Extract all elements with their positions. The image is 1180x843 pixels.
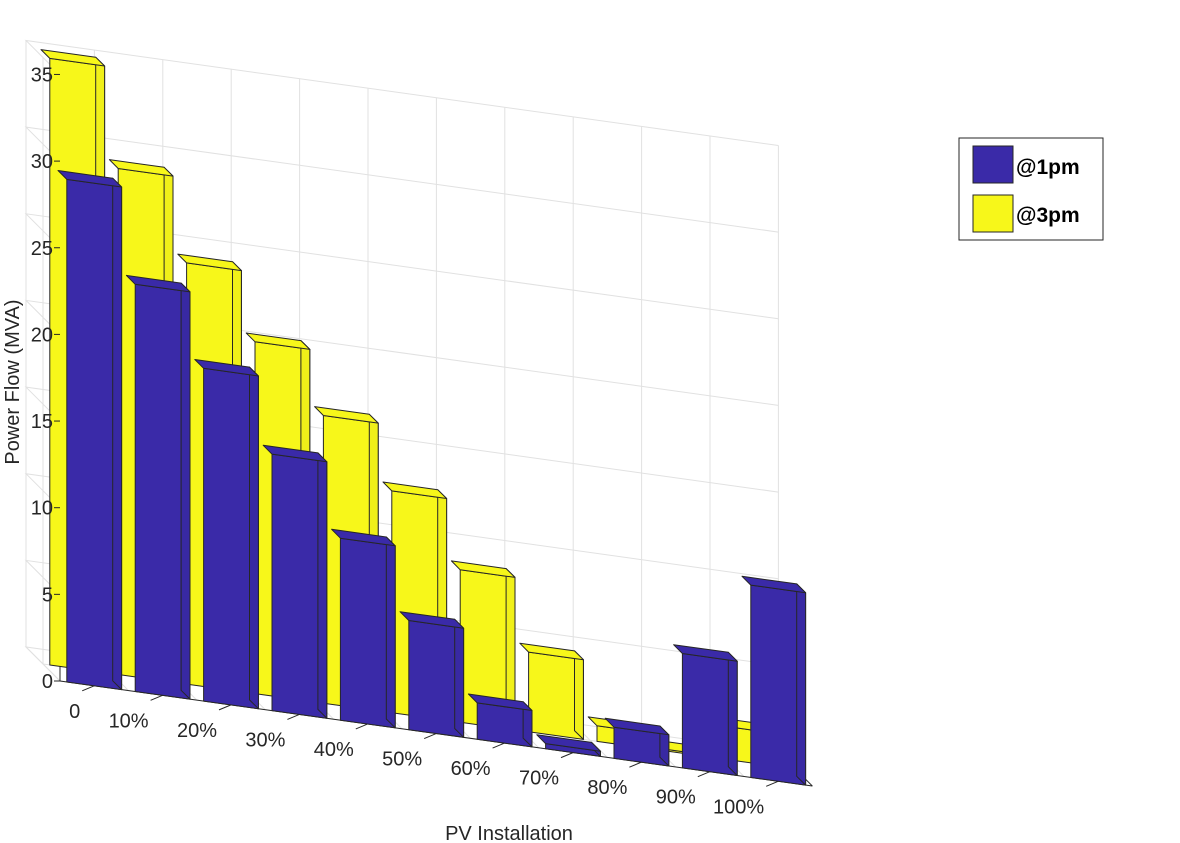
x-tick-mark — [82, 685, 95, 692]
x-tick-mark — [424, 733, 437, 739]
y-tick-label: 35 — [31, 64, 53, 86]
x-tick-label: 90% — [656, 787, 696, 809]
legend-label-1pm: @1pm — [1016, 156, 1080, 179]
x-tick-label: 100% — [713, 796, 764, 818]
bar-1pm-8 — [604, 717, 670, 767]
bar-1pm-6 — [467, 693, 533, 748]
bar-top-face — [262, 444, 328, 463]
grid-line-x — [25, 40, 61, 682]
bar-side-face — [796, 583, 807, 786]
grid-line-x — [641, 126, 676, 768]
bar-side-face — [454, 618, 465, 738]
legend: @1pm @3pm — [958, 137, 1104, 241]
bar-side-face — [727, 651, 738, 776]
x-tick-mark — [560, 752, 574, 759]
x-tick-label: 30% — [245, 729, 285, 751]
y-tick-label: 25 — [31, 238, 53, 260]
bar-1pm-7 — [536, 734, 601, 757]
bar-1pm-1 — [125, 274, 191, 700]
bar-1pm-3 — [262, 444, 328, 719]
bar-side-face — [385, 536, 396, 729]
y-tick-label: 0 — [42, 671, 53, 693]
bar-1pm-9 — [673, 644, 738, 776]
bar-top-face — [467, 693, 533, 711]
x-tick-label: 70% — [519, 768, 559, 790]
bar-side-face — [574, 650, 584, 740]
x-tick-label: 20% — [177, 720, 217, 742]
x-tick-mark — [697, 771, 710, 778]
x-tick-label: 0 — [69, 701, 80, 723]
bar-top-face — [673, 644, 738, 662]
bar-side-face — [249, 366, 259, 710]
x-tick-label: 10% — [109, 710, 149, 732]
bar-top-face — [450, 560, 516, 578]
bar-3pm-6 — [450, 560, 516, 731]
bar-top-face — [519, 642, 584, 661]
bars-layer — [40, 49, 807, 786]
bar-top-face — [245, 332, 311, 350]
x-tick-label: 80% — [587, 777, 627, 799]
x-tick-mark — [766, 780, 779, 787]
x-tick-mark — [355, 723, 368, 730]
bar-top-face — [399, 611, 465, 629]
bar-side-face — [180, 282, 191, 700]
x-tick-label: 40% — [314, 739, 354, 761]
bar-top-face — [108, 159, 174, 177]
y-axis-label: Power Flow (MVA) — [2, 299, 24, 464]
grid-line-y — [24, 39, 779, 146]
y-tick-label: 5 — [42, 584, 53, 606]
bar-side-face — [112, 177, 123, 691]
x-tick-labels: 0 10% 20% 30% 40% 50% 60% 70% 80% 90% 100% — [69, 685, 779, 818]
x-tick-mark — [218, 704, 232, 711]
bar-1pm-4 — [331, 528, 396, 729]
bar-1pm-10 — [741, 575, 807, 786]
x-tick-mark — [150, 694, 163, 701]
bar-top-face — [331, 528, 396, 547]
y-tick-label: 15 — [31, 411, 53, 433]
x-tick-mark — [492, 742, 505, 749]
bar-1pm-2 — [194, 359, 259, 710]
bar-top-face — [604, 717, 670, 736]
y-tick-label: 30 — [31, 151, 53, 173]
x-tick-mark — [629, 761, 642, 768]
bar-top-face — [40, 49, 106, 67]
bar-1pm-0 — [57, 170, 123, 691]
x-tick-label: 60% — [451, 758, 491, 780]
bar-top-face — [57, 170, 123, 188]
legend-swatch-1pm — [972, 145, 1014, 184]
bar-3pm-7 — [519, 642, 584, 740]
bar-top-face — [177, 253, 242, 272]
bar-top-face — [125, 274, 191, 293]
y-tick-labels: 0 5 10 15 20 25 30 35 — [31, 64, 60, 693]
bar-top-face — [314, 406, 379, 424]
bar-top-face — [382, 481, 448, 499]
bar-1pm-5 — [399, 611, 465, 738]
bar-top-face — [194, 359, 259, 377]
legend-swatch-3pm — [972, 194, 1014, 233]
x-tick-label: 50% — [382, 749, 422, 771]
y-tick-label: 10 — [31, 498, 53, 520]
legend-label-3pm: @3pm — [1016, 204, 1080, 227]
bar-top-face — [741, 575, 807, 594]
bar-side-face — [317, 452, 328, 719]
y-tick-label: 20 — [31, 324, 53, 346]
x-axis-label: PV Installation — [445, 823, 573, 843]
x-tick-mark — [287, 713, 300, 720]
bar-top-face — [536, 734, 601, 752]
